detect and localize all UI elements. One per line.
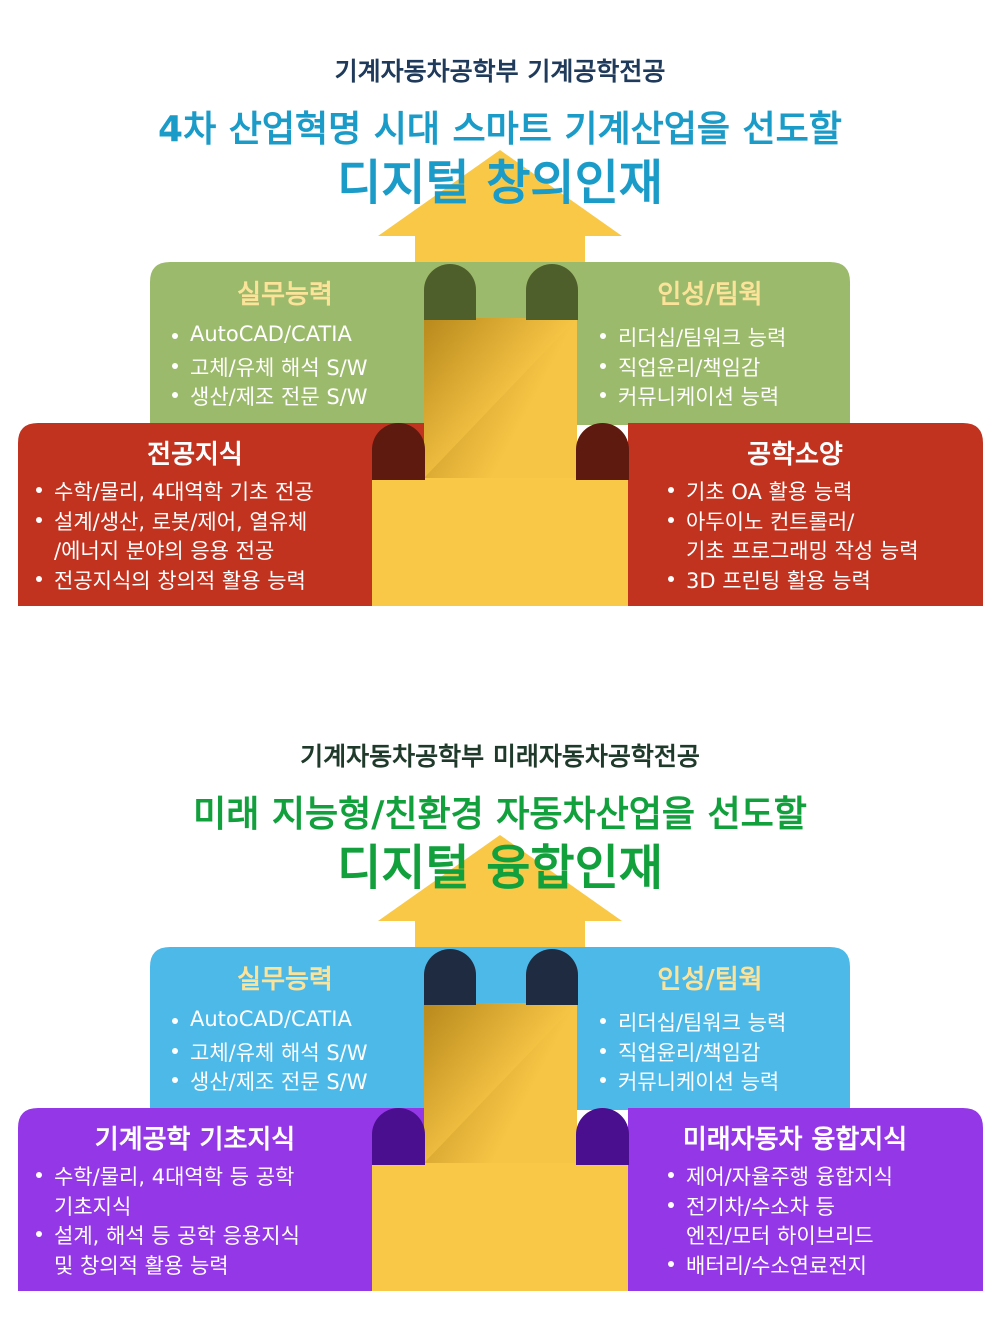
tab (526, 264, 578, 320)
tab (372, 423, 425, 480)
tab (424, 949, 476, 1005)
list-item: 고체/유체 해석 S/W (172, 352, 368, 382)
list-item: /에너지 분야의 응용 전공 (54, 539, 275, 563)
arrow-head (378, 835, 622, 921)
list-item: 배터리/수소연료전지 (668, 1250, 867, 1280)
list-item: 전공지식의 창의적 활용 능력 (36, 565, 306, 595)
tab (526, 949, 578, 1005)
list-item: 기초 프로그래밍 작성 능력 (686, 539, 919, 563)
tab (372, 1108, 425, 1165)
list-item: 설계, 해석 등 공학 응용지식 (36, 1220, 300, 1250)
list-item: 직업윤리/책임감 (599, 352, 760, 382)
tab (424, 264, 476, 320)
list-item: 엔진/모터 하이브리드 (686, 1224, 874, 1248)
list-item: 수학/물리, 4대역학 등 공학 (35, 1161, 294, 1191)
box-title: 인성/팀웍 (657, 280, 763, 310)
list-item: 커뮤니케이션 능력 (599, 1066, 779, 1096)
list-item: 기초지식 (54, 1194, 132, 1219)
list-item: 기초 OA 활용 능력 (667, 476, 852, 506)
box-title: 공학소양 (747, 440, 843, 470)
list-item: 리더십/팀워크 능력 (599, 322, 786, 352)
box-title: 기계공학 기초지식 (94, 1125, 296, 1155)
arrow-head (378, 150, 622, 236)
shaft-shade (424, 318, 577, 478)
box-title: 실무능력 (237, 280, 333, 310)
list-item: 아두이노 컨트롤러/ (667, 506, 854, 536)
department: 기계자동차공학부 미래자동차공학전공 (300, 742, 700, 771)
list-item: 및 창의적 활용 능력 (54, 1253, 229, 1278)
section-graphics (18, 150, 983, 606)
box-title: 미래자동차 융합지식 (682, 1125, 908, 1155)
box-title: 전공지식 (147, 440, 243, 470)
tab (576, 423, 629, 480)
bottom-right-box (628, 423, 983, 606)
list-item: 커뮤니케이션 능력 (599, 381, 779, 411)
title-line: 디지털 융합인재 (337, 840, 663, 896)
list-item: 제어/자율주행 융합지식 (668, 1161, 893, 1191)
list-item: 수학/물리, 4대역학 기초 전공 (36, 476, 314, 506)
section-graphics (18, 835, 983, 1291)
shaft-shade (424, 1003, 577, 1163)
list-item: 고체/유체 해석 S/W (172, 1037, 368, 1067)
bottom-left-box (18, 1108, 425, 1291)
list-item: 생산/제조 전문 S/W (172, 381, 368, 411)
box-title: 실무능력 (237, 965, 333, 995)
bottom-right-box (628, 1108, 983, 1291)
bottom-left-box (18, 423, 425, 606)
list-item: AutoCAD/CATIA (172, 322, 352, 346)
list-item: AutoCAD/CATIA (172, 1007, 352, 1031)
arrow-shaft (372, 1163, 628, 1291)
list-item: 직업윤리/책임감 (599, 1037, 760, 1067)
tab (576, 1108, 629, 1165)
department: 기계자동차공학부 기계공학전공 (334, 57, 666, 86)
list-item: 3D 프린팅 활용 능력 (668, 565, 871, 595)
list-item: 전기차/수소차 등 (668, 1191, 835, 1221)
list-item: 리더십/팀워크 능력 (599, 1007, 786, 1037)
arrow-shaft (372, 478, 628, 606)
list-item: 생산/제조 전문 S/W (172, 1066, 368, 1096)
title-line: 디지털 창의인재 (337, 155, 663, 211)
title-line: 4차 산업혁명 시대 스마트 기계산업을 선도할 (158, 109, 842, 150)
list-item: 설계/생산, 로봇/제어, 열유체 (35, 506, 307, 536)
box-title: 인성/팀웍 (657, 965, 763, 995)
title-line: 미래 지능형/친환경 자동차산업을 선도할 (193, 794, 807, 835)
